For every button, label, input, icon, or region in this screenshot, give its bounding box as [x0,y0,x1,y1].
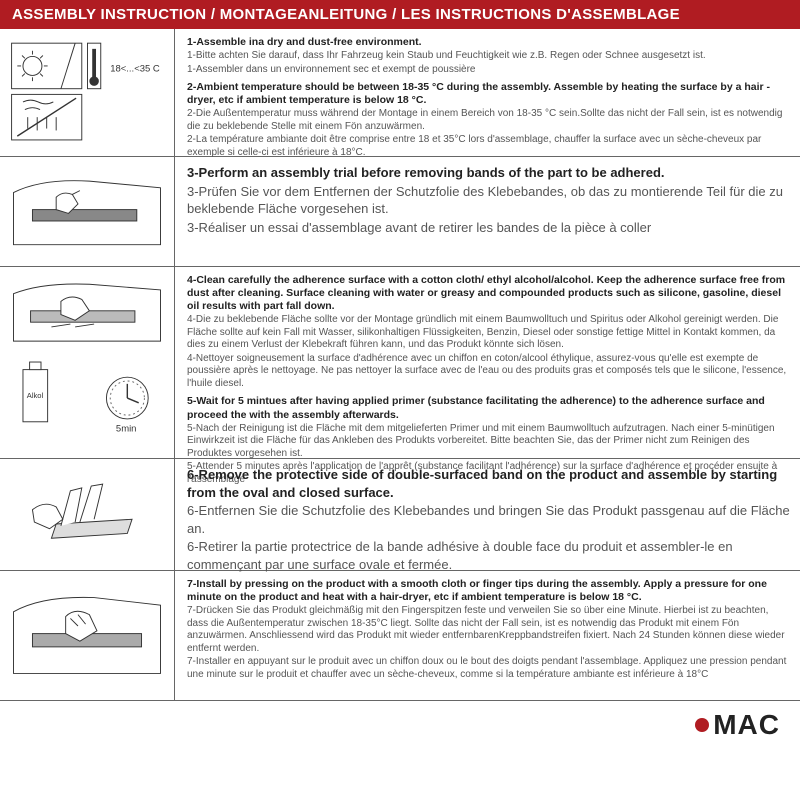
step7-de: 7-Drücken Sie das Produkt gleichmäßig mi… [187,605,790,655]
time-label: 5min [116,423,137,434]
step4-bold: 4-Clean carefully the adherence surface … [187,274,790,313]
step7-fr: 7-Installer en appuyant sur le produit a… [187,656,790,681]
step5-de: 5-Nach der Reinigung ist die Fläche mit … [187,423,790,461]
alcohol-label: Alkol [27,391,44,400]
header-title: ASSEMBLY INSTRUCTION / MONTAGEANLEITUNG … [0,0,800,29]
section-4-5: Alkol 5min 4-Clean carefully the adheren… [0,267,800,459]
step3-bold: 3-Perform an assembly trial before remov… [187,164,790,182]
brand-logo: MAC [695,709,780,741]
step1-bold: 1-Assemble ina dry and dust-free environ… [187,36,790,49]
temp-label: 18<...<35 C [110,64,160,75]
logo-dot-icon [695,718,709,732]
footer: MAC [0,701,800,747]
step1-de: 1-Bitte achten Sie darauf, dass Ihr Fahr… [187,50,790,63]
text-1-2: 1-Assemble ina dry and dust-free environ… [175,29,800,156]
step2-de: 2-Die Außentemperatur muss während der M… [187,108,790,133]
step6-fr: 6-Retirer la partie protectrice de la ba… [187,538,790,573]
illustration-remove-band [0,459,175,570]
step6-de: 6-Entfernen Sie die Schutzfolie des Kleb… [187,502,790,537]
step6-bold: 6-Remove the protective side of double-s… [187,466,790,501]
illustration-environment: 18<...<35 C [0,29,175,156]
section-3: 3-Perform an assembly trial before remov… [0,157,800,267]
step3-fr: 3-Réaliser un essai d'assemblage avant d… [187,219,790,237]
text-7: 7-Install by pressing on the product wit… [175,571,800,700]
step4-fr: 4-Nettoyer soigneusement la surface d'ad… [187,353,790,391]
step7-bold: 7-Install by pressing on the product wit… [187,578,790,604]
illustration-press [0,571,175,700]
illustration-trial [0,157,175,266]
step3-de: 3-Prüfen Sie vor dem Entfernen der Schut… [187,183,790,218]
step5-bold: 5-Wait for 5 mintues after having applie… [187,395,790,421]
section-7: 7-Install by pressing on the product wit… [0,571,800,701]
text-6: 6-Remove the protective side of double-s… [175,459,800,570]
step1-fr: 1-Assembler dans un environnement sec et… [187,64,790,77]
section-6: 6-Remove the protective side of double-s… [0,459,800,571]
text-4-5: 4-Clean carefully the adherence surface … [175,267,800,458]
step2-bold: 2-Ambient temperature should be between … [187,81,790,107]
text-3: 3-Perform an assembly trial before remov… [175,157,800,266]
logo-text: MAC [713,709,780,741]
step2-fr: 2-La température ambiante doit être comp… [187,134,790,159]
step4-de: 4-Die zu beklebende Fläche sollte vor de… [187,314,790,352]
illustration-clean-primer: Alkol 5min [0,267,175,458]
section-1-2: 18<...<35 C 1-Assemble ina dry and dust-… [0,29,800,157]
